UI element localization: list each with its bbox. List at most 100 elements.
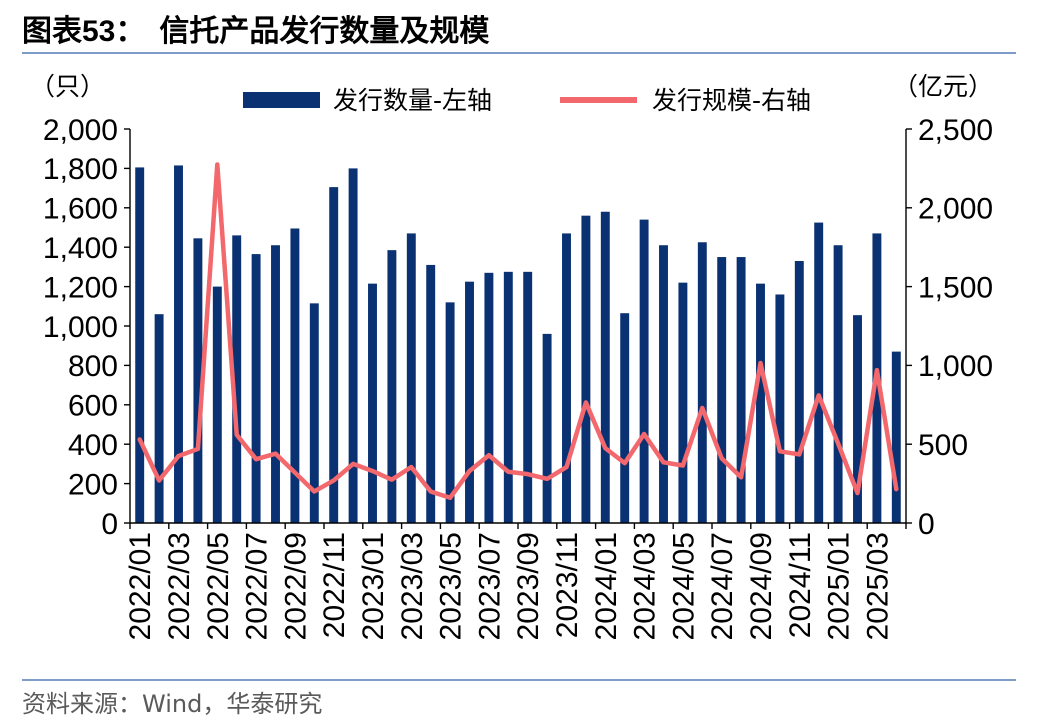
y-right-tick-label-1: 500 <box>918 429 968 462</box>
y-axis-right-unit: （亿元） <box>893 72 993 101</box>
line-point-2022-05 <box>215 162 220 167</box>
bar-2024-11 <box>794 260 804 523</box>
bar-2022-06 <box>232 235 242 523</box>
bar-series-issuance-count <box>135 165 901 524</box>
y-axis-left-unit: （只） <box>30 72 105 101</box>
series-line-issuance-scale <box>137 162 899 501</box>
y-left-tick-label-7: 1,400 <box>43 232 118 265</box>
bar-2024-09 <box>756 283 765 523</box>
y-left-tick-label-0: 0 <box>101 508 118 541</box>
bar-2022-10 <box>309 303 319 523</box>
line-point-2024-08 <box>739 475 744 480</box>
bar-2022-08 <box>271 245 280 524</box>
figure-title: 图表53： 信托产品发行数量及规模 <box>22 12 489 52</box>
y-axis-left-ticks: 0 200 400 600 800 1,000 1,200 1,400 1,600 1,800 2,… <box>43 114 130 541</box>
line-point-2024-09 <box>758 361 763 366</box>
figure-title-text: 信托产品发行数量及规模 <box>159 15 490 48</box>
y-right-tick-label-3: 1,500 <box>918 271 993 304</box>
bar-2023-01 <box>368 283 377 523</box>
bar-2024-06 <box>697 242 707 523</box>
line-point-2023-06 <box>467 468 472 473</box>
x-tick-label-2022-05: 2022/05 <box>202 532 235 640</box>
y-left-tick-label-10: 2,000 <box>43 114 118 147</box>
line-point-2022-04 <box>195 446 200 451</box>
x-tick-label-2025-01: 2025/01 <box>823 532 856 640</box>
bar-2023-08 <box>503 271 513 523</box>
line-series-issuance-scale <box>137 162 899 501</box>
line-point-2023-07 <box>486 453 491 458</box>
bar-2023-10 <box>542 333 552 523</box>
y-left-tick-label-4: 800 <box>68 350 118 383</box>
bar-2022-12 <box>348 168 358 523</box>
line-point-2023-09 <box>525 472 530 477</box>
figure-label: 图表53： <box>22 15 146 48</box>
x-tick-label-2023-11: 2023/11 <box>551 532 584 638</box>
line-point-2023-03 <box>409 465 414 470</box>
bar-2022-02 <box>154 314 164 523</box>
x-tick-label-2024-01: 2024/01 <box>590 532 623 640</box>
bar-2024-12 <box>814 222 824 523</box>
line-point-2024-06 <box>700 405 705 410</box>
x-tick-label-2023-01: 2023/01 <box>357 532 390 640</box>
y-left-tick-label-9: 1,800 <box>43 153 118 186</box>
legend-swatch-bar <box>243 92 320 108</box>
line-point-2023-04 <box>428 489 433 494</box>
line-point-2022-09 <box>292 470 297 475</box>
line-point-2022-01 <box>137 437 142 442</box>
source-note: 资料来源：Wind，华泰研究 <box>22 690 323 718</box>
bar-2024-03 <box>639 219 649 523</box>
x-tick-label-2023-07: 2023/07 <box>473 532 506 640</box>
x-tick-label-2024-03: 2024/03 <box>629 532 662 640</box>
bar-2022-11 <box>329 187 339 523</box>
x-tick-label-2022-01: 2022/01 <box>124 532 157 640</box>
bar-2023-05 <box>445 302 455 523</box>
source-divider <box>22 679 1016 681</box>
x-tick-label-2023-09: 2023/09 <box>512 532 545 640</box>
y-left-tick-label-2: 400 <box>68 429 118 462</box>
x-tick-label-2023-03: 2023/03 <box>396 532 429 640</box>
legend-item-issuance-count: 发行数量-左轴 <box>243 86 492 115</box>
bar-2023-04 <box>426 264 436 523</box>
bar-2023-09 <box>523 271 533 523</box>
bar-2023-07 <box>484 272 494 523</box>
x-tick-label-2024-07: 2024/07 <box>706 532 739 640</box>
line-point-2023-05 <box>448 495 453 500</box>
bar-2024-02 <box>620 313 630 523</box>
bar-2022-05 <box>212 286 222 523</box>
bar-2023-02 <box>387 250 397 523</box>
line-point-2022-10 <box>312 489 317 494</box>
x-tick-label-2024-11: 2024/11 <box>784 532 817 638</box>
bar-2022-07 <box>251 254 261 523</box>
y-left-tick-label-8: 1,600 <box>43 193 118 226</box>
y-right-tick-label-2: 1,000 <box>918 350 993 383</box>
bar-2025-01 <box>833 245 843 524</box>
legend-item-issuance-scale: 发行规模-右轴 <box>560 86 811 115</box>
y-right-tick-label-0: 0 <box>918 508 935 541</box>
y-right-tick-label-5: 2,500 <box>918 114 993 147</box>
y-left-tick-label-6: 1,200 <box>43 271 118 304</box>
line-point-2024-03 <box>642 431 647 436</box>
line-point-2024-01 <box>603 446 608 451</box>
bar-2025-02 <box>853 315 862 523</box>
y-axis-right-ticks: 0 500 1,000 1,500 2,000 2,500 <box>906 114 993 541</box>
line-point-2024-11 <box>797 452 802 457</box>
line-point-2024-02 <box>622 461 627 466</box>
y-left-tick-label-5: 1,000 <box>43 311 118 344</box>
line-point-2022-07 <box>254 457 259 462</box>
x-tick-label-2022-09: 2022/09 <box>279 532 312 640</box>
bar-2023-12 <box>581 215 591 523</box>
bar-2022-01 <box>135 167 145 524</box>
legend-label-issuance-count: 发行数量-左轴 <box>333 86 492 115</box>
bar-2022-04 <box>193 238 203 523</box>
line-point-2022-11 <box>331 478 336 483</box>
bar-2023-03 <box>406 233 416 523</box>
line-point-2022-12 <box>351 461 356 466</box>
bar-2023-11 <box>562 233 571 523</box>
line-point-2024-12 <box>816 393 821 398</box>
line-point-2025-03 <box>874 368 879 373</box>
x-tick-label-2023-05: 2023/05 <box>435 532 468 640</box>
bar-2022-03 <box>174 165 183 523</box>
x-tick-label-2022-03: 2022/03 <box>163 532 196 640</box>
